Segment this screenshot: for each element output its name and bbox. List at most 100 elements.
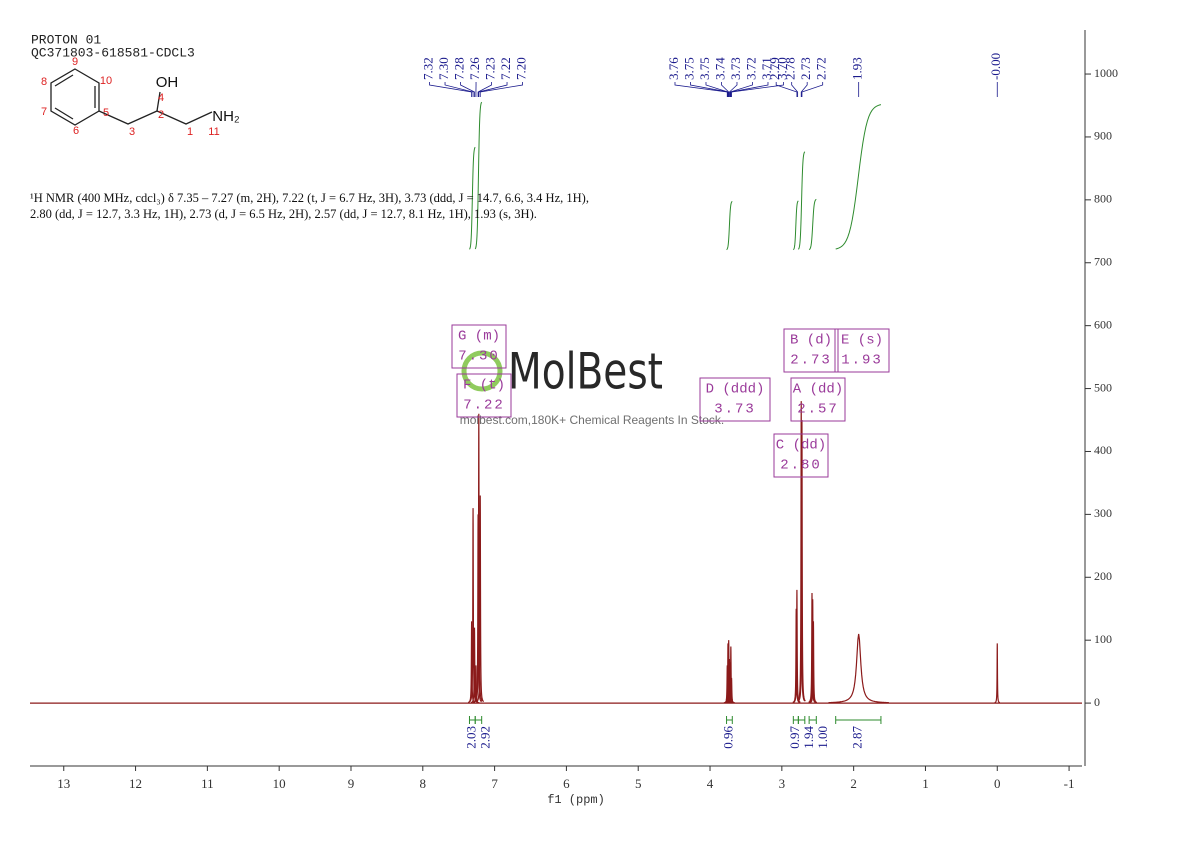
peak-pick-label: 2.72: [814, 57, 829, 80]
peak-pick-leader: [730, 82, 769, 97]
atom-group: NH₂: [212, 108, 240, 125]
y-tick-label: 700: [1094, 255, 1112, 269]
integral-label: 0.96: [720, 726, 735, 749]
multiplet-shift: 2.80: [780, 458, 822, 474]
atom-group: OH: [156, 74, 179, 91]
peak-pick-leader: [460, 82, 475, 97]
peak: [809, 621, 818, 704]
multiplet-box: [783, 328, 839, 373]
peak-pick-label: 2.79: [767, 57, 782, 80]
multiplet-shift: 7.22: [463, 398, 505, 414]
multiplet-box: [790, 377, 846, 422]
integral-curve: [797, 151, 806, 250]
peak-pick-label: 7.22: [498, 57, 513, 80]
peak-pick-label: 3.76: [666, 57, 681, 80]
x-tick-label: 5: [635, 776, 642, 791]
peak-pick-leader: [478, 82, 508, 97]
description: ¹H NMR (400 MHz, cdcl₃) δ 7.35 – 7.27 (m…: [30, 191, 589, 221]
integral-label: 1.94: [801, 726, 816, 749]
y-tick-label: 300: [1094, 506, 1112, 520]
integral-curve: [469, 146, 476, 250]
y-tick-label: 600: [1094, 317, 1112, 331]
multiplet-box: [834, 328, 890, 373]
peak-pick-label: 3.70: [774, 57, 789, 80]
x-tick-label: 13: [57, 776, 70, 791]
peak: [470, 627, 479, 704]
watermark-icon: [461, 350, 503, 392]
multiplet-box: [451, 324, 507, 369]
integral-label: 2.87: [849, 726, 864, 749]
peak-pick-leader: [674, 82, 728, 97]
integral-curve: [835, 104, 882, 250]
x-tick-label: 4: [707, 776, 714, 791]
multiplet-box: [699, 377, 771, 422]
multiplet-box: [773, 433, 829, 478]
atom-number: 7: [41, 106, 47, 118]
x-tick-label: -1: [1064, 776, 1075, 791]
x-tick-label: 2: [850, 776, 857, 791]
peak-pick-label: 3.73: [728, 57, 743, 80]
integral-curve: [726, 200, 733, 251]
atom-number: 10: [100, 75, 112, 87]
x-tick-label: 9: [348, 776, 355, 791]
peak-pick-label: 7.32: [421, 57, 436, 80]
y-tick-label: 800: [1094, 192, 1112, 206]
x-axis-label: f1 (ppm): [547, 793, 605, 807]
bond: [156, 91, 161, 112]
peak: [793, 589, 801, 703]
integral-label: 0.97: [787, 726, 802, 749]
x-tick-label: 10: [273, 776, 286, 791]
peak-pick-leader: [731, 82, 784, 97]
x-tick-label: 8: [420, 776, 427, 791]
atom-number: 6: [73, 125, 79, 137]
y-tick-label: 100: [1094, 632, 1112, 646]
peak-pick-label: 2.78: [783, 57, 798, 80]
peak: [474, 413, 483, 702]
atom-number: 9: [72, 56, 78, 68]
structure: [50, 68, 213, 126]
multiplet-shift: 7.30: [458, 349, 500, 365]
peak-pick-label: 3.74: [712, 57, 727, 80]
y-tick-label: 400: [1094, 443, 1112, 457]
peak-pick-leader: [477, 82, 492, 97]
atom-number: 8: [41, 76, 47, 88]
x-tick-label: 1: [922, 776, 929, 791]
integral-label: 1.00: [815, 726, 830, 749]
peak-pick-label: 7.30: [436, 57, 451, 80]
peak-pick-leader: [479, 82, 523, 97]
peak: [728, 677, 736, 704]
integral-label: 2.92: [477, 726, 492, 749]
peak: [472, 665, 480, 704]
x-tick-label: 11: [201, 776, 214, 791]
peak: [798, 420, 806, 702]
multiplet-shift: 2.73: [790, 353, 832, 369]
peak-pick-leader: [721, 82, 730, 97]
peak-pick-label: 7.23: [483, 57, 498, 80]
atom-number: 2: [158, 109, 164, 121]
header-line: QC371803-618581-CDCL3: [31, 45, 195, 60]
peak-pick-label: 7.20: [514, 57, 529, 80]
peak-pick-leader: [705, 82, 729, 97]
x-tick-label: 3: [779, 776, 786, 791]
peak-pick-label: 3.72: [743, 57, 758, 80]
integral-curve: [793, 200, 799, 251]
integral-curve: [474, 101, 483, 250]
atom-number: 4: [158, 92, 164, 104]
atom-number: 3: [129, 126, 135, 138]
peak-pick-leader: [800, 82, 808, 97]
atom-number: 5: [103, 107, 109, 119]
peak-pick-label: 1.93: [850, 57, 865, 80]
peak-pick-leader: [429, 82, 473, 97]
peak-pick-leader: [791, 82, 799, 97]
y-tick-label: 200: [1094, 569, 1112, 583]
y-tick-label: 900: [1094, 129, 1112, 143]
watermark-text: molbest.com,180K+ Chemical Reagents In S…: [460, 413, 724, 427]
peak: [828, 633, 889, 704]
peak: [797, 401, 806, 702]
x-tick-label: 6: [563, 776, 570, 791]
multiplet-label: B (d): [790, 333, 832, 349]
benzene-ring: [50, 68, 100, 126]
atom-number: 11: [208, 126, 219, 138]
peak-pick-leader: [444, 82, 474, 97]
